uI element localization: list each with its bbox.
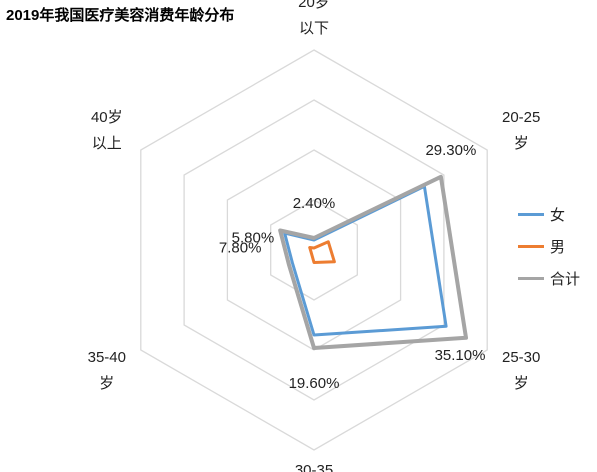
legend-item-1: 女 — [518, 198, 580, 230]
data-label-6: 7.80% — [219, 240, 262, 257]
legend-label-1: 女 — [550, 206, 566, 224]
grid-ring-1 — [270, 199, 358, 301]
category-label-3-line-1: 25-30 — [502, 349, 540, 366]
data-label-4: 19.60% — [289, 375, 340, 392]
legend-swatch-1 — [518, 212, 544, 216]
category-label-1-line-2: 以下 — [299, 20, 329, 37]
legend-swatch-2 — [518, 244, 544, 248]
grid-ring-3 — [183, 99, 445, 401]
data-label-2: 29.30% — [425, 142, 476, 159]
category-label-1-line-1: 20岁 — [298, 0, 330, 11]
legend-label-3: 合计 — [550, 270, 581, 288]
category-label-5-line-1: 35-40 — [88, 349, 126, 366]
legend: 女男合计 — [518, 198, 580, 294]
category-label-2-line-1: 20-25 — [502, 109, 540, 126]
category-label-2-line-2: 岁 — [514, 135, 529, 152]
chart-title: 2019年我国医疗美容消费年龄分布 — [6, 7, 235, 24]
grid-ring-4 — [140, 49, 488, 451]
data-label-5: 5.80% — [232, 230, 275, 247]
category-label-6-line-1: 40岁 — [91, 109, 123, 126]
category-label-5-line-2: 岁 — [99, 375, 114, 392]
category-label-4-line-1: 30-35 — [295, 462, 333, 472]
data-label-1: 2.40% — [293, 195, 336, 212]
series-line-male — [308, 240, 336, 264]
category-label-6-line-2: 以上 — [92, 135, 122, 152]
legend-item-3: 合计 — [518, 262, 580, 294]
category-label-3-line-2: 岁 — [514, 375, 529, 392]
legend-label-2: 男 — [550, 238, 566, 256]
data-label-3: 35.10% — [435, 347, 486, 364]
legend-swatch-3 — [518, 276, 544, 280]
legend-item-2: 男 — [518, 230, 580, 262]
series-line-total — [278, 174, 468, 350]
